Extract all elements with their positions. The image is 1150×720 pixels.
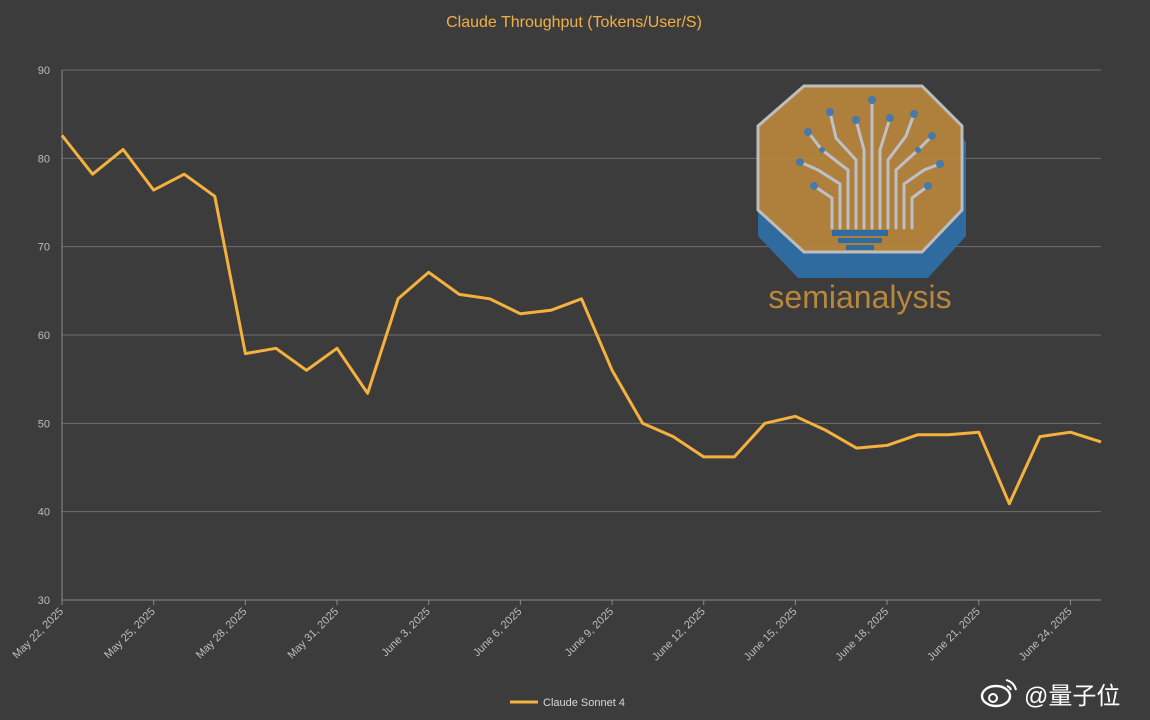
x-tick-label: June 12, 2025	[650, 606, 708, 664]
axes	[61, 70, 1101, 601]
x-tick-label: June 21, 2025	[925, 606, 983, 664]
y-tick-label: 30	[38, 595, 50, 607]
x-tick-label: May 22, 2025	[11, 606, 67, 662]
y-tick-label: 60	[38, 330, 50, 342]
x-tick-label: June 18, 2025	[833, 606, 891, 664]
legend: Claude Sonnet 4	[510, 697, 625, 709]
y-tick-label: 80	[38, 153, 50, 165]
gridlines	[62, 69, 1101, 513]
x-tick-label: May 31, 2025	[286, 606, 342, 662]
x-tick-label: June 3, 2025	[379, 606, 432, 659]
y-tick-label: 70	[38, 242, 50, 254]
y-tick-label: 90	[38, 65, 50, 77]
legend-label: Claude Sonnet 4	[543, 697, 625, 709]
x-tick-label: June 15, 2025	[742, 606, 800, 664]
y-axis-ticks: 30 40 50 60 70 80 90	[38, 65, 50, 607]
x-tick-label: June 24, 2025	[1017, 606, 1075, 664]
x-tick-label: June 6, 2025	[471, 606, 524, 659]
series-lines	[60, 134, 1102, 506]
y-tick-label: 40	[38, 507, 50, 519]
y-tick-label: 50	[38, 418, 50, 430]
weibo-icon	[980, 679, 1017, 708]
semianalysis-watermark: semianalysis	[768, 279, 951, 315]
x-tick-label: June 9, 2025	[563, 606, 616, 659]
weibo-handle: @量子位	[1024, 683, 1120, 710]
x-axis-ticks: May 22, 2025 May 25, 2025 May 28, 2025 May …	[11, 600, 1075, 663]
circuit-tree-logo	[756, 84, 966, 278]
chart-title: Claude Throughput (Tokens/User/S)	[446, 14, 702, 31]
x-tick-label: May 28, 2025	[194, 606, 250, 662]
x-tick-label: May 25, 2025	[102, 606, 158, 662]
